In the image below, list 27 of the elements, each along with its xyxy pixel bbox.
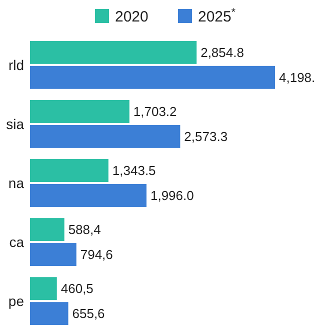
y-tick-label: sia (6, 116, 24, 132)
bar (30, 243, 76, 266)
bar (30, 184, 146, 207)
y-tick-label: na (8, 174, 24, 191)
legend-label: 2020 (115, 8, 148, 26)
bar (30, 100, 130, 123)
data-label: 2,573.3 (184, 129, 228, 144)
data-label: 794,6 (80, 247, 113, 262)
data-label: 655,6 (72, 306, 105, 322)
y-tick-label: rld (8, 56, 24, 73)
bar (30, 40, 197, 64)
y-tick-label: pe (8, 292, 24, 309)
legend-label: 2025$^{*}$ (198, 6, 236, 26)
bar (30, 159, 108, 182)
y-tick-label: ca (9, 234, 24, 250)
bar (30, 66, 275, 89)
data-label: 588,4 (68, 222, 101, 238)
data-label: 1,343.5 (112, 163, 156, 178)
bar (30, 124, 180, 148)
data-label: 4,198. (279, 70, 316, 85)
data-label: 460,5 (60, 281, 94, 296)
data-label: 1,996.0 (150, 188, 194, 204)
bar (30, 302, 68, 326)
bar (30, 218, 64, 242)
data-label: 1,703.2 (133, 104, 177, 120)
bar (30, 277, 57, 300)
data-label: 2,854.8 (200, 44, 244, 60)
